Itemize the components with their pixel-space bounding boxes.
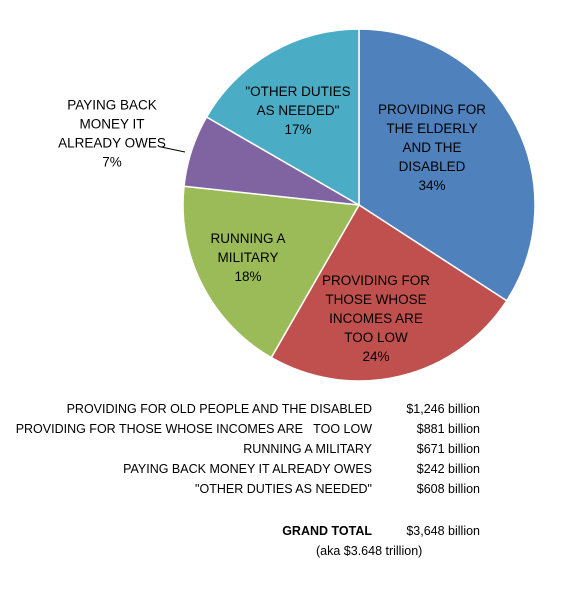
row-label: PAYING BACK MONEY IT ALREADY OWES (123, 462, 372, 476)
row-value: $242 billion (416, 462, 480, 476)
row-label: RUNNING A MILITARY (243, 442, 372, 456)
aka-note: (aka $3.648 trillion) (316, 544, 423, 558)
slice-label-line: RUNNING A (210, 231, 285, 246)
slice-label-line: TOO LOW (344, 330, 408, 345)
slice-label-low-income: PROVIDING FOR THOSE WHOSE INCOMES ARE TOO L… (322, 273, 430, 364)
slice-label-paying-back: PAYING BACK MONEY IT ALREADY OWES 7% (58, 98, 166, 170)
slice-label-line: AND THE (402, 140, 461, 155)
row-value: $671 billion (416, 442, 480, 456)
slice-label-line: 18% (234, 269, 261, 284)
slice-label-line: MILITARY (217, 250, 278, 265)
slice-label-line: 17% (284, 122, 311, 137)
table-row: "OTHER DUTIES AS NEEDED" $608 billion (0, 482, 570, 502)
slice-label-line: 24% (362, 349, 389, 364)
slice-label-line: ALREADY OWES (58, 136, 166, 151)
slice-label-line: AS NEEDED" (257, 103, 340, 118)
table-row: PAYING BACK MONEY IT ALREADY OWES $242 b… (0, 462, 570, 482)
row-label: "OTHER DUTIES AS NEEDED" (195, 482, 372, 496)
pie-slice-other-duties (205, 28, 360, 207)
row-label: PROVIDING FOR THOSE WHOSE INCOMES ARE TO… (15, 422, 372, 436)
slice-label-military: RUNNING A MILITARY 18% (210, 231, 285, 284)
leader-line-paying-back (160, 146, 186, 153)
table-row: PROVIDING FOR THOSE WHOSE INCOMES ARE TO… (0, 422, 570, 442)
slice-label-elderly-disabled: PROVIDING FOR THE ELDERLY AND THE DISABLED 3… (378, 102, 486, 193)
pie-slice-low-income (270, 203, 508, 382)
pie-labels: PROVIDING FOR THE ELDERLY AND THE DISABLED 3… (58, 84, 486, 364)
slice-label-line: PAYING BACK (67, 98, 157, 113)
slice-label-line: "OTHER DUTIES (245, 84, 350, 99)
slice-label-line: THOSE WHOSE (325, 292, 426, 307)
row-value: $881 billion (416, 422, 480, 436)
slice-label-line: THE ELDERLY (386, 121, 477, 136)
slice-label-line: MONEY IT (79, 117, 144, 132)
pie-slices (182, 28, 536, 382)
slice-label-line: 7% (102, 155, 122, 170)
pie-slice-military (182, 185, 361, 359)
row-value: $1,246 billion (406, 402, 480, 416)
row-label: PROVIDING FOR OLD PEOPLE AND THE DISABLE… (66, 402, 372, 416)
slice-label-line: 34% (418, 178, 445, 193)
table-row: PROVIDING FOR OLD PEOPLE AND THE DISABLE… (0, 402, 570, 422)
slice-label-line: INCOMES ARE (329, 311, 423, 326)
grand-total-label: GRAND TOTAL (282, 524, 372, 538)
row-value: $608 billion (416, 482, 480, 496)
grand-total-value: $3,648 billion (406, 524, 480, 538)
pie-chart: PROVIDING FOR THE ELDERLY AND THE DISABLED 3… (58, 28, 536, 382)
slice-label-line: PROVIDING FOR (322, 273, 430, 288)
table-row: RUNNING A MILITARY $671 billion (0, 442, 570, 462)
grand-total-row: GRAND TOTAL $3,648 billion (0, 524, 570, 544)
slice-label-other-duties: "OTHER DUTIES AS NEEDED" 17% (245, 84, 350, 137)
slice-label-line: PROVIDING FOR (378, 102, 486, 117)
slice-label-line: DISABLED (399, 159, 466, 174)
